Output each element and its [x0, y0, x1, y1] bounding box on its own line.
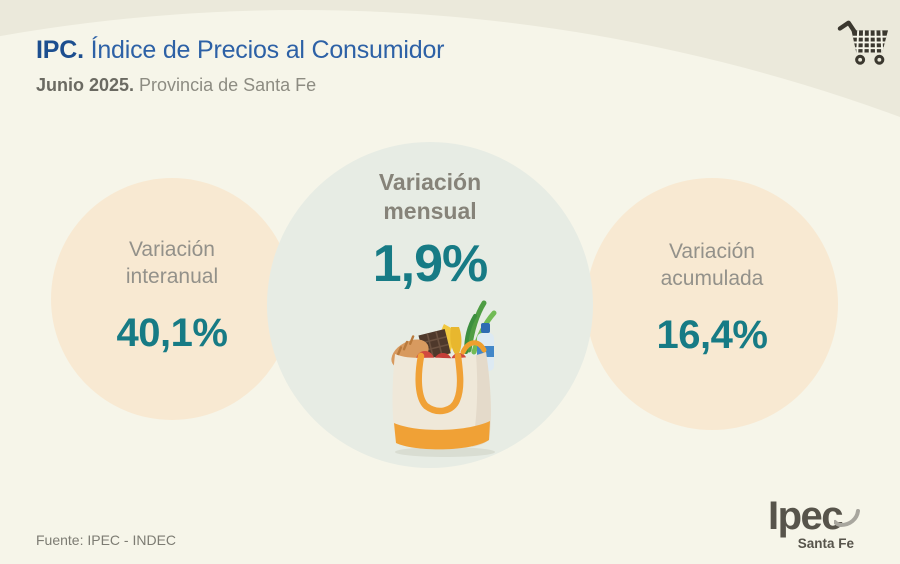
stat-label-line2: acumulada	[660, 267, 764, 291]
stat-label-line1: Variación	[128, 238, 215, 261]
stat-circle-mensual: Variación mensual 1,9%	[267, 142, 593, 468]
stat-label-acumulada: Variación acumulada	[661, 238, 764, 293]
logo-text: Ipec	[767, 494, 844, 538]
logo-region: Santa Fe	[797, 536, 854, 551]
stat-label-line1: Variación	[378, 169, 482, 195]
header: IPC. Índice de Precios al Consumidor Jun…	[36, 36, 444, 96]
logo-row: Ipec	[768, 496, 860, 536]
shopping-cart-icon	[837, 20, 888, 65]
source-note: Fuente: IPEC - INDEC	[36, 532, 177, 548]
logo-swoosh-icon	[833, 509, 860, 528]
stat-label-interanual: Variación interanual	[126, 236, 218, 291]
stat-label-line1: Variación	[668, 240, 755, 263]
ipec-logo: Ipec Santa Fe	[768, 496, 860, 551]
stat-value-acumulada: 16,4%	[656, 312, 768, 357]
stat-circle-interanual: Variación interanual 40,1%	[51, 178, 293, 420]
stat-value-mensual: 1,9%	[372, 234, 489, 293]
title-prefix: IPC.	[36, 36, 84, 64]
stat-label-line2: interanual	[125, 265, 219, 289]
subtitle: Junio 2025. Provincia de Santa Fe	[36, 75, 444, 96]
stat-value-interanual: 40,1%	[116, 310, 228, 355]
stat-circle-acumulada: Variación acumulada 16,4%	[586, 178, 838, 430]
grocery-bag-illustration	[391, 300, 497, 457]
subtitle-region: Provincia de Santa Fe	[134, 75, 317, 95]
stat-label-line2: mensual	[383, 197, 477, 224]
stat-label-mensual: Variación mensual	[379, 168, 481, 226]
page-title: IPC. Índice de Precios al Consumidor	[36, 36, 444, 65]
subtitle-period: Junio 2025.	[36, 75, 135, 95]
title-text: Índice de Precios al Consumidor	[83, 36, 445, 64]
